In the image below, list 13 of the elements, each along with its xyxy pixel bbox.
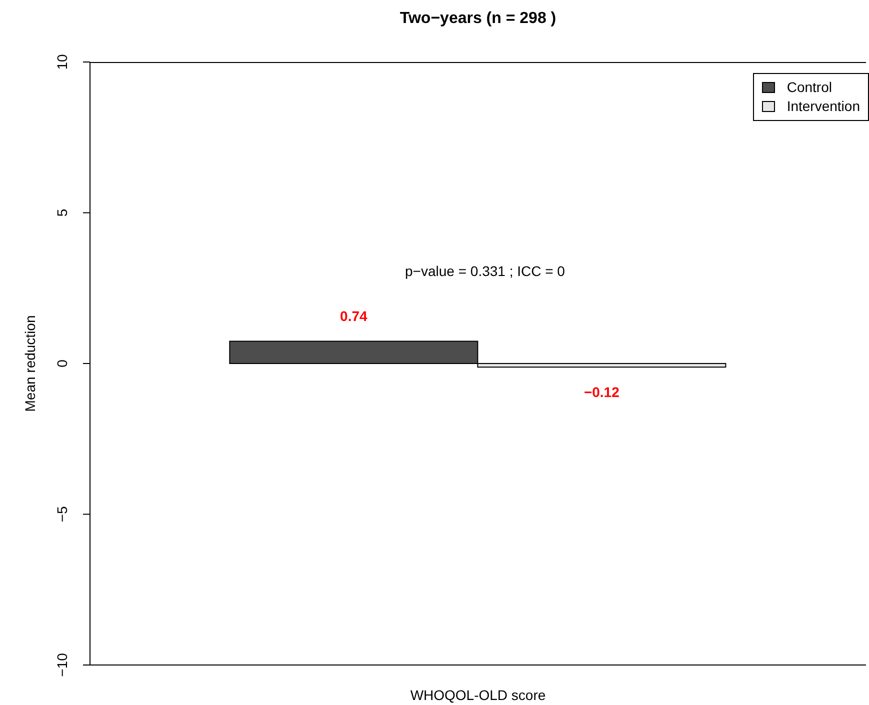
x-axis-title: WHOQOL-OLD score bbox=[410, 687, 546, 703]
y-axis-title: Mean reduction bbox=[22, 315, 38, 412]
y-tick-label: 5 bbox=[54, 208, 70, 217]
y-tick-label: −5 bbox=[54, 506, 70, 522]
legend-label: Intervention bbox=[786, 97, 860, 116]
legend-label: Control bbox=[786, 78, 833, 97]
y-tick-label: 10 bbox=[54, 54, 70, 70]
y-tick-label: −10 bbox=[54, 652, 70, 677]
y-tick-label: 0 bbox=[54, 359, 70, 368]
chart-title: Two−years (n = 298 ) bbox=[398, 10, 558, 28]
data-label: −0.12 bbox=[584, 384, 620, 400]
data-label: 0.74 bbox=[340, 308, 368, 324]
annotation: p−value = 0.331 ; ICC = 0 bbox=[405, 263, 566, 279]
